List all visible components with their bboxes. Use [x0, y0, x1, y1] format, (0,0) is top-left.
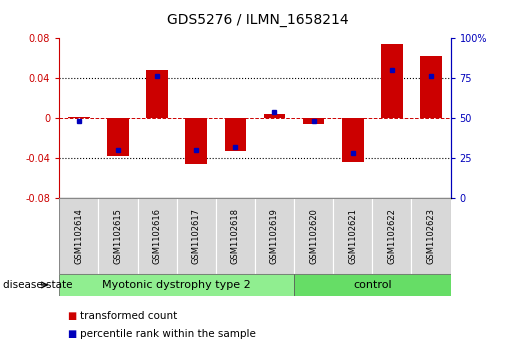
Bar [342, 118, 364, 162]
Bar [138, 198, 177, 274]
Text: GSM1102614: GSM1102614 [74, 208, 83, 264]
Bar [68, 117, 90, 118]
Text: GSM1102620: GSM1102620 [309, 208, 318, 264]
Bar [420, 56, 442, 118]
Text: GSM1102623: GSM1102623 [426, 208, 436, 264]
Bar [255, 198, 294, 274]
Text: GSM1102618: GSM1102618 [231, 208, 240, 264]
Bar [146, 70, 168, 118]
Bar [264, 114, 285, 118]
Text: Myotonic dystrophy type 2: Myotonic dystrophy type 2 [102, 280, 251, 290]
Bar [294, 274, 451, 296]
Bar [411, 198, 451, 274]
Text: ■: ■ [67, 329, 76, 339]
Text: GSM1102619: GSM1102619 [270, 208, 279, 264]
Text: GSM1102617: GSM1102617 [192, 208, 201, 264]
Text: transformed count: transformed count [80, 311, 177, 321]
Text: GSM1102615: GSM1102615 [113, 208, 123, 264]
Bar [59, 198, 98, 274]
Text: GSM1102616: GSM1102616 [152, 208, 162, 264]
Bar [177, 198, 216, 274]
Bar [294, 198, 333, 274]
Bar [98, 198, 138, 274]
Text: ■: ■ [67, 311, 76, 321]
Bar [303, 118, 324, 124]
Bar [59, 274, 294, 296]
Text: GSM1102621: GSM1102621 [348, 208, 357, 264]
Text: control: control [353, 280, 392, 290]
Text: GSM1102622: GSM1102622 [387, 208, 397, 264]
Text: percentile rank within the sample: percentile rank within the sample [80, 329, 256, 339]
Bar [333, 198, 372, 274]
Text: disease state: disease state [3, 280, 72, 290]
Text: GDS5276 / ILMN_1658214: GDS5276 / ILMN_1658214 [167, 13, 348, 27]
Bar [372, 198, 411, 274]
Bar [216, 198, 255, 274]
Bar [225, 118, 246, 151]
Bar [185, 118, 207, 164]
Bar [107, 118, 129, 156]
Bar [381, 44, 403, 118]
